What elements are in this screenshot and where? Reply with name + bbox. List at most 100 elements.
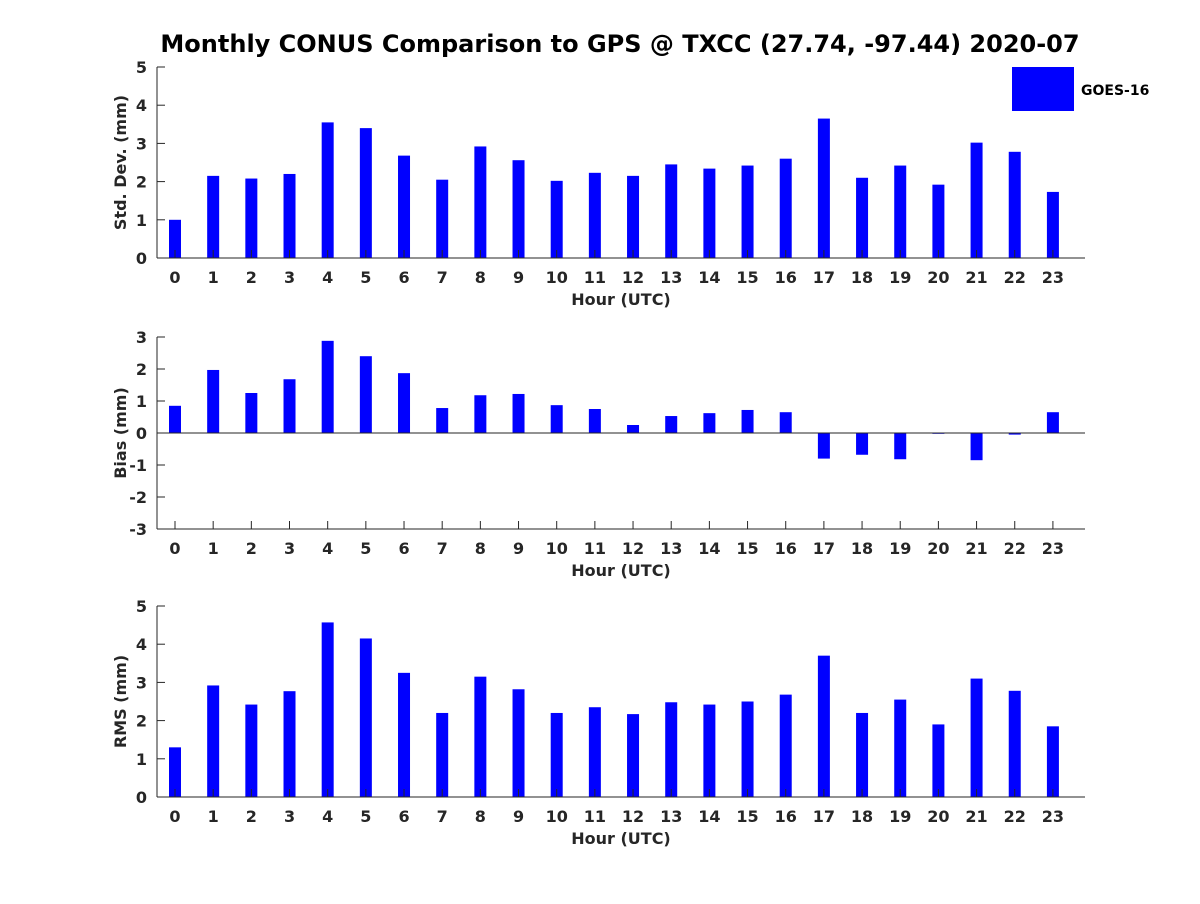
x-tick-label: 18 (851, 268, 873, 287)
bar-bias-3 (283, 379, 296, 433)
y-tick-label: 3 (136, 328, 147, 347)
x-tick-label: 17 (813, 539, 835, 558)
x-tick-label: 11 (584, 268, 606, 287)
bar-bias-5 (359, 356, 372, 433)
x-tick-label: 16 (775, 807, 797, 826)
y-tick-label: 4 (136, 96, 147, 115)
bar-bias-1 (207, 369, 220, 433)
x-tick-label: 22 (1004, 268, 1026, 287)
x-tick-label: 21 (965, 539, 987, 558)
x-tick-label: 11 (584, 539, 606, 558)
x-tick-label: 4 (322, 807, 333, 826)
bar-bias-9 (512, 393, 525, 433)
x-tick-label: 2 (246, 807, 257, 826)
y-tick-label: 3 (136, 134, 147, 153)
bar-rms-14 (703, 704, 716, 797)
y-tick-label: 0 (136, 424, 147, 443)
y-tick-label: 0 (136, 788, 147, 807)
x-tick-label: 18 (851, 807, 873, 826)
bar-rms-17 (817, 655, 830, 797)
bar-std-dev-0 (169, 219, 181, 258)
x-tick-label: 20 (927, 807, 949, 826)
bar-std-dev-11 (588, 172, 601, 258)
x-tick-label: 3 (284, 268, 295, 287)
bar-bias-21 (970, 433, 983, 461)
y-tick-label: 1 (136, 392, 147, 411)
y-tick-label: 2 (136, 173, 147, 192)
y-tick-label: -3 (129, 520, 147, 539)
x-tick-label: 10 (546, 539, 568, 558)
bar-bias-8 (474, 395, 487, 433)
bar-rms-22 (1008, 690, 1021, 797)
bar-std-dev-20 (932, 184, 945, 258)
x-tick-label: 14 (698, 807, 720, 826)
bar-std-dev-21 (970, 142, 983, 258)
bar-bias-23 (1046, 412, 1059, 433)
y-axis-label: RMS (mm) (111, 655, 130, 748)
bar-rms-7 (436, 712, 449, 797)
bar-std-dev-1 (207, 175, 220, 258)
bar-bias-19 (894, 433, 907, 460)
x-tick-label: 1 (208, 539, 219, 558)
bar-bias-15 (741, 409, 754, 433)
legend: GOES-16 (1012, 67, 1149, 111)
x-tick-label: 8 (475, 539, 486, 558)
x-tick-label: 16 (775, 539, 797, 558)
bar-bias-2 (245, 393, 258, 433)
x-tick-label: 3 (284, 539, 295, 558)
x-tick-label: 13 (660, 539, 682, 558)
bar-std-dev-16 (779, 158, 792, 258)
bar-std-dev-4 (321, 122, 334, 258)
x-tick-label: 5 (360, 539, 371, 558)
x-axis-label: Hour (UTC) (571, 561, 671, 580)
x-tick-label: 15 (736, 268, 758, 287)
x-tick-label: 20 (927, 268, 949, 287)
bar-bias-11 (588, 409, 601, 433)
bar-rms-12 (627, 714, 640, 797)
x-tick-label: 7 (437, 807, 448, 826)
x-tick-label: 23 (1042, 807, 1064, 826)
x-tick-label: 16 (775, 268, 797, 287)
bar-std-dev-15 (741, 165, 754, 258)
bar-rms-3 (283, 691, 296, 797)
x-tick-label: 5 (360, 268, 371, 287)
x-tick-label: 10 (546, 807, 568, 826)
x-tick-label: 9 (513, 807, 524, 826)
x-tick-label: 8 (475, 268, 486, 287)
bar-std-dev-14 (703, 168, 716, 258)
page-title: Monthly CONUS Comparison to GPS @ TXCC (… (160, 30, 1080, 58)
bar-rms-0 (169, 747, 181, 797)
x-tick-label: 17 (813, 807, 835, 826)
x-tick-label: 9 (513, 539, 524, 558)
bar-rms-1 (207, 685, 220, 797)
legend-swatch (1012, 67, 1074, 111)
y-tick-label: 0 (136, 249, 147, 268)
bar-std-dev-23 (1046, 191, 1059, 258)
bar-bias-17 (817, 433, 830, 459)
y-tick-label: -2 (129, 488, 147, 507)
x-tick-label: 21 (965, 268, 987, 287)
bar-rms-18 (856, 712, 869, 797)
bar-bias-13 (665, 416, 678, 433)
x-tick-label: 8 (475, 807, 486, 826)
bar-rms-11 (588, 707, 601, 797)
bar-std-dev-5 (359, 128, 372, 258)
bar-rms-21 (970, 678, 983, 797)
y-tick-label: 4 (136, 635, 147, 654)
bar-std-dev-19 (894, 165, 907, 258)
bar-bias-6 (398, 373, 411, 433)
x-tick-label: 23 (1042, 539, 1064, 558)
bar-rms-13 (665, 702, 678, 797)
x-tick-label: 13 (660, 268, 682, 287)
x-tick-label: 6 (398, 807, 409, 826)
x-tick-label: 9 (513, 268, 524, 287)
x-tick-label: 14 (698, 268, 720, 287)
bar-bias-14 (703, 413, 716, 433)
y-tick-label: 1 (136, 211, 147, 230)
bar-std-dev-9 (512, 160, 525, 258)
bar-rms-5 (359, 638, 372, 797)
x-tick-label: 15 (736, 807, 758, 826)
